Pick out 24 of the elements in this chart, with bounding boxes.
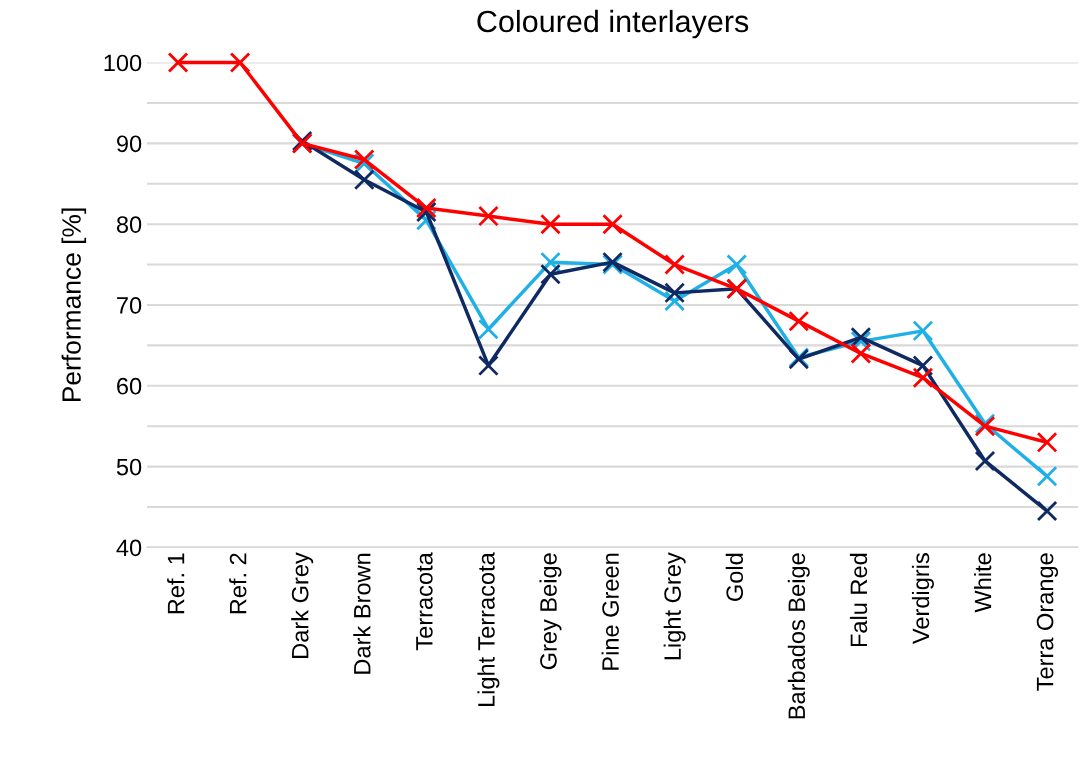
x-tick-label: Falu Red: [849, 553, 868, 647]
x-tick-label: Grey Beige: [539, 553, 562, 670]
x-tick-label: Dark Grey: [291, 552, 314, 658]
y-tick-label: 80: [116, 216, 142, 233]
y-tick-label: 40: [116, 539, 142, 557]
y-tick-label: 100: [104, 54, 142, 72]
y-tick-label: 50: [116, 458, 142, 476]
x-tick-label: Dark Brown: [353, 553, 371, 674]
y-axis-title: Performance [%]: [61, 208, 87, 402]
x-tick-label: Gold: [725, 553, 744, 601]
x-tick-label: Verdigris: [911, 553, 934, 645]
x-tick-label: White: [974, 553, 992, 613]
y-tick-label: 70: [117, 297, 142, 314]
y-tick-label: 60: [117, 377, 142, 395]
x-tick-label: Terracota: [416, 552, 433, 651]
x-tick-label: Light Grey: [663, 552, 686, 660]
x-tick-label: Light Terracota: [477, 552, 500, 707]
chart-title: Coloured interlayers: [477, 9, 749, 39]
x-tick-label: Ref. 1: [167, 553, 185, 614]
x-tick-label: Pine Green: [601, 553, 619, 670]
x-tick-label: Barbados Beige: [787, 553, 810, 719]
y-tick-label: 90: [117, 135, 142, 153]
x-tick-label: Terra Orange: [1036, 553, 1059, 691]
x-tick-label: Ref. 2: [229, 553, 247, 614]
